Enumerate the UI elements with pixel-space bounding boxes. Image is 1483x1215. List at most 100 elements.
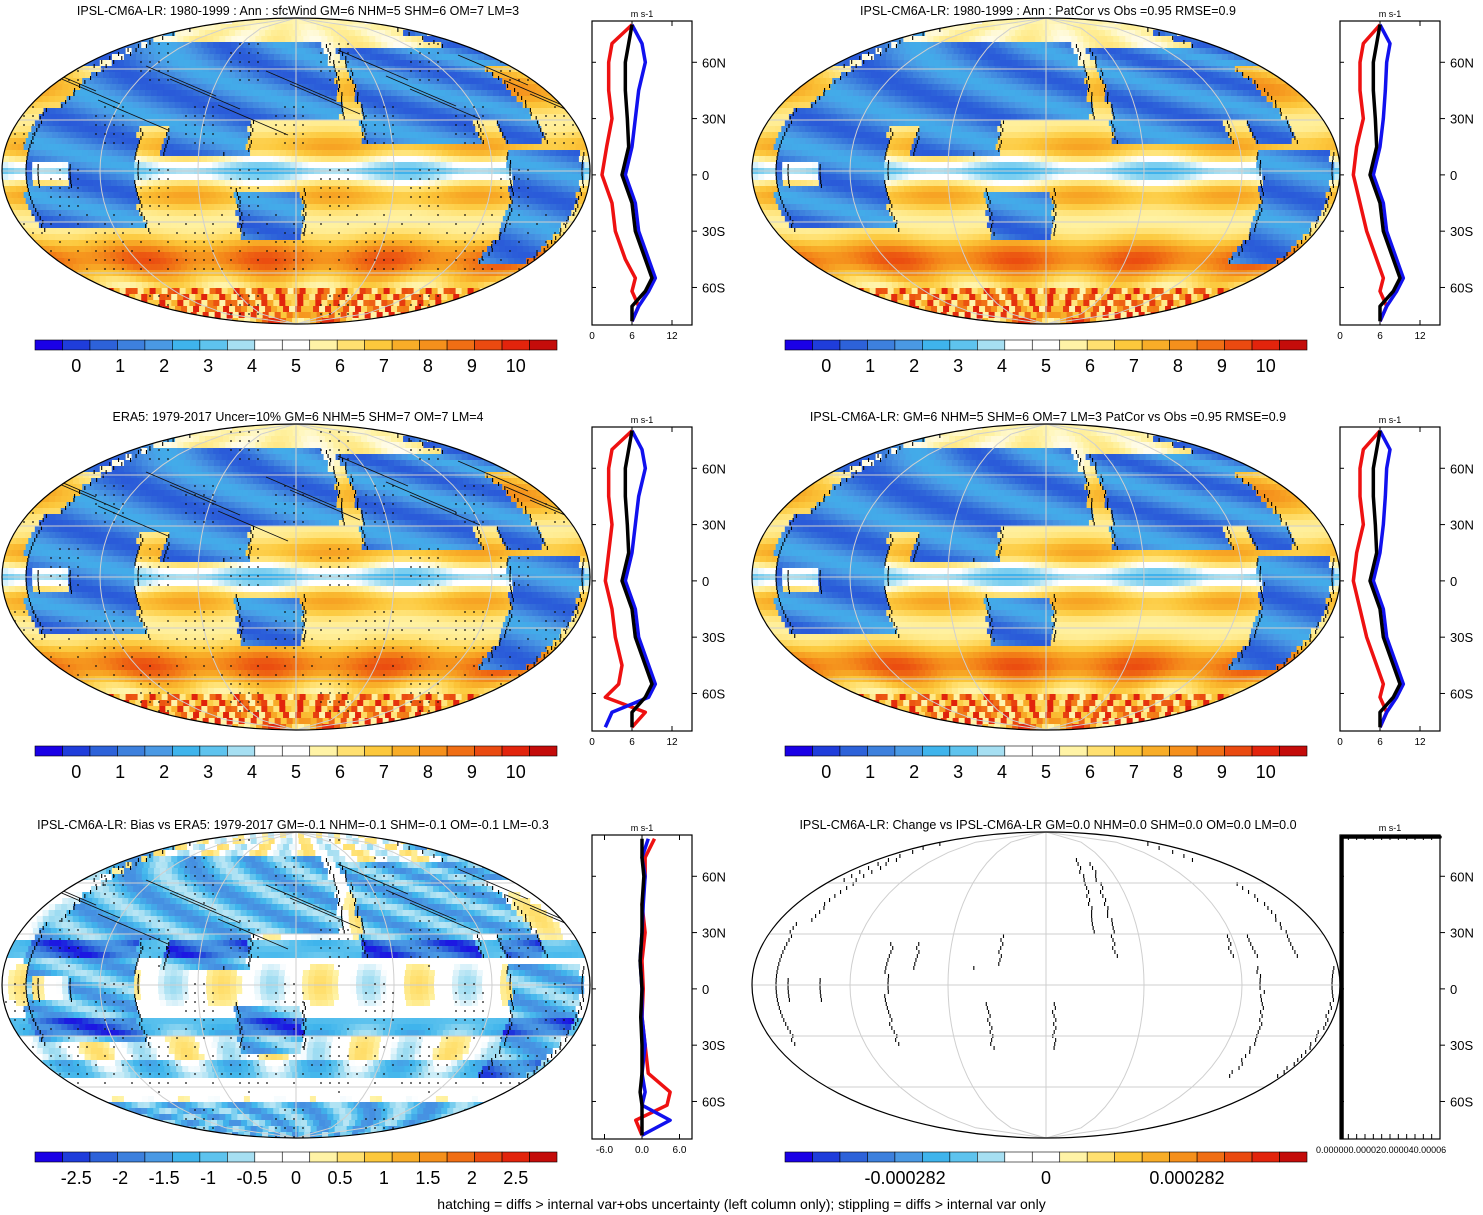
graticule [752,832,1340,1138]
colorbar-box [1196,745,1225,757]
figure-footnote: hatching = diffs > internal var+obs unce… [0,1196,1483,1212]
graticule [2,18,590,324]
colorbar-box [977,745,1006,757]
colorbar-tick-label: 0 [71,356,81,376]
profile-lat-label: 30N [1450,112,1474,127]
colorbar-box [62,745,91,757]
colorbar-box [1059,339,1088,351]
colorbar-tick-label: 2.5 [503,1168,528,1188]
colorbar: 0 1 2 3 4 5 6 7 8 9 10 [34,745,558,782]
colorbar-tick-label: -2.5 [61,1168,92,1188]
profile-x-tick-label: 0 [1337,331,1343,342]
profile-x-tick-label: 0.0 [635,1145,649,1156]
graticule [752,424,1340,730]
profile-x-tick-label: 12 [666,737,678,748]
colorbar-box [199,745,228,757]
colorbar-box [784,745,813,757]
colorbar-box [446,1151,475,1163]
colorbar-box [144,339,173,351]
colorbar-box [144,1151,173,1163]
colorbar-box [254,1151,283,1163]
colorbar-box [922,339,951,351]
profile-x-tick-label: 6 [629,737,635,748]
colorbar-box [227,745,256,757]
profile-line-blue [1371,429,1406,728]
colorbar-box [1086,339,1115,351]
colorbar-box [172,745,201,757]
profile-lat-label: 30S [1450,1038,1473,1053]
colorbar-tick-label: 0 [821,762,831,782]
colorbar-box [1196,1151,1225,1163]
colorbar-tick-label: 7 [1129,356,1139,376]
panel-title: IPSL-CM6A-LR: 1980-1999 : Ann : PatCor v… [860,4,1236,18]
colorbar-box [1141,1151,1170,1163]
colorbar-box [839,339,868,351]
colorbar-box [446,339,475,351]
profile-x-tick-label: 12 [666,331,678,342]
colorbar: 0 1 2 3 4 5 6 7 8 9 10 [784,745,1308,782]
profile-lat-label: 60N [702,869,726,884]
colorbar-tick-label: 9 [467,762,477,782]
colorbar-tick-label: 1 [379,1168,389,1188]
colorbar-box [1031,1151,1061,1163]
profile-line-red [603,429,648,729]
colorbar-box [474,745,503,757]
colorbar-box [529,339,558,351]
profile-lat-label: 30S [702,630,725,645]
profile-line-red [600,23,641,322]
colorbar-box [227,1151,256,1163]
profile-x-tick-label: 12 [1414,737,1426,748]
colorbar-box [391,339,420,351]
colorbar-box [949,339,978,351]
panel-title: IPSL-CM6A-LR: GM=6 NHM=5 SHM=6 OM=7 LM=3… [810,410,1286,424]
colorbar-box [1169,1151,1198,1163]
colorbar-tick-label: 6 [1085,356,1095,376]
colorbar-box [867,1151,896,1163]
colorbar-box [501,745,530,757]
colorbar-box [1059,745,1088,757]
colorbar-tick-label: 10 [1256,762,1276,782]
colorbar-box [89,745,118,757]
colorbar-box [1169,339,1198,351]
colorbar-tick-label: 10 [506,762,526,782]
colorbar-tick-label: 10 [1256,356,1276,376]
profile-x-tick-label: 12 [1414,331,1426,342]
coastlines [775,28,1335,264]
colorbar-tick-label: 7 [379,762,389,782]
colorbar-box [254,745,283,757]
colorbar-tick-label: 4 [247,762,257,782]
profile-unit: m s-1 [1379,823,1402,833]
colorbar-box [446,745,475,757]
colorbar-tick-label: 3 [203,356,213,376]
coastlines [25,28,585,264]
colorbar-box [977,1151,1006,1163]
colorbar-tick-label: 2 [159,356,169,376]
colorbar-box [419,339,448,351]
profile-line-black [638,838,646,1136]
panel-title: IPSL-CM6A-LR: Bias vs ERA5: 1979-2017 GM… [37,818,549,832]
colorbar: -2.5 -2 -1.5 -1 -0.5 0 0.5 1 1.5 2 2.5 [34,1151,558,1188]
profile-lat-label: 60S [1450,280,1473,295]
colorbar-tick-label: 6 [1085,762,1095,782]
colorbar-box [1086,1151,1115,1163]
colorbar-box [281,1151,311,1163]
profile-lat-label: 0 [1450,982,1457,997]
colorbar: 0 1 2 3 4 5 6 7 8 9 10 [34,339,558,376]
profile-line-red [1351,23,1389,322]
colorbar-box [144,745,173,757]
profile-lat-label: 60N [702,55,726,70]
world-map [751,17,1341,325]
colorbar-tick-label: 0.000282 [1149,1168,1224,1188]
colorbar-box [199,339,228,351]
colorbar-box [309,745,338,757]
colorbar-box [922,1151,951,1163]
profile-lat-label: 30S [702,224,725,239]
colorbar-tick-label: 1 [115,356,125,376]
colorbar-tick-label: 9 [467,356,477,376]
panel-title: IPSL-CM6A-LR: 1980-1999 : Ann : sfcWind … [77,4,519,18]
profile-line-blue [603,429,658,728]
profile-lat-label: 30S [702,1038,725,1053]
colorbar-box [281,339,311,351]
colorbar-box [529,1151,558,1163]
colorbar-box [1224,339,1253,351]
